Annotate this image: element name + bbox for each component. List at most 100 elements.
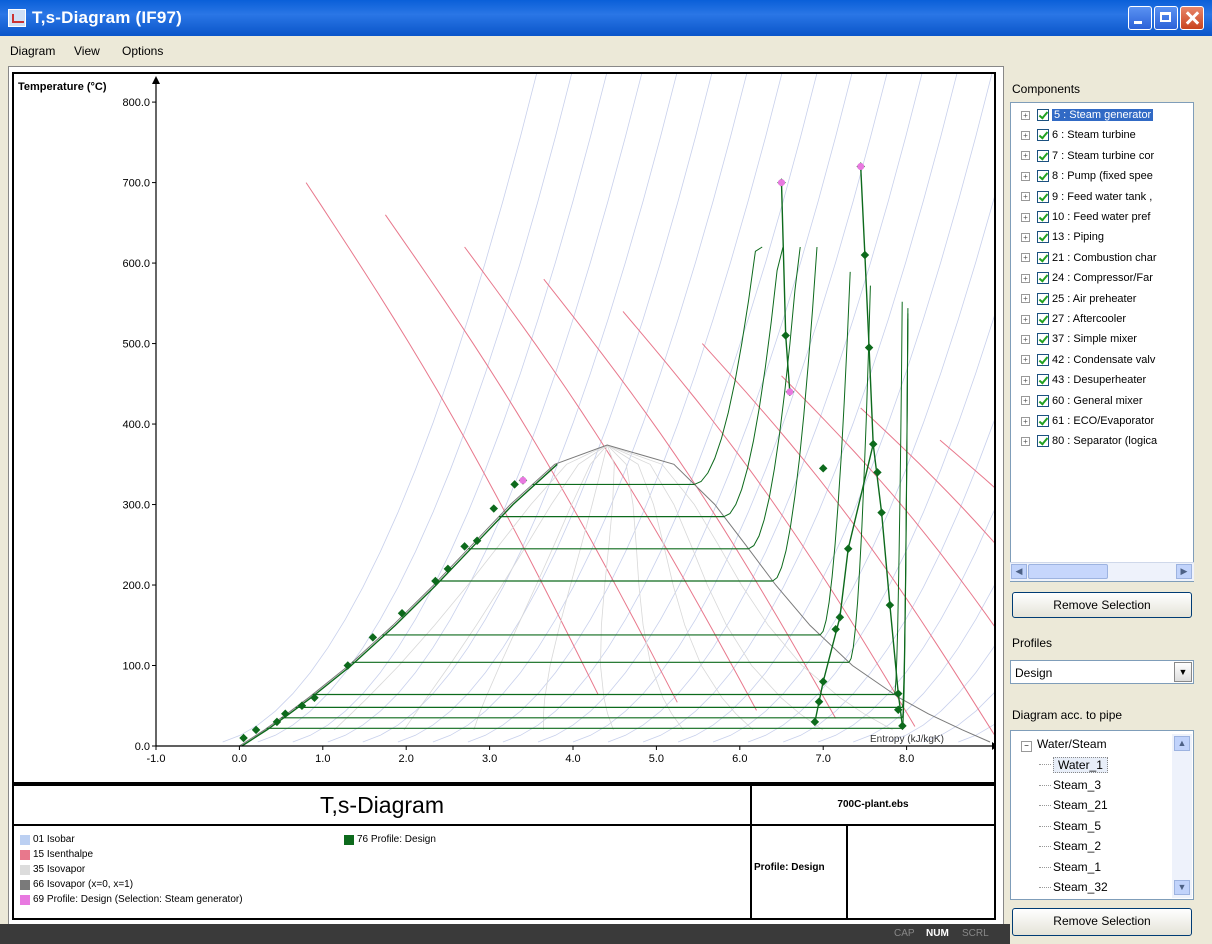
pipe-item[interactable]: Steam_21 <box>1053 798 1108 812</box>
checkbox[interactable] <box>1037 353 1049 366</box>
diagram-title: T,s-Diagram <box>14 786 752 826</box>
expand-icon[interactable]: + <box>1021 334 1030 344</box>
checkbox[interactable] <box>1037 435 1049 448</box>
chevron-down-icon[interactable]: ▼ <box>1174 662 1192 682</box>
collapse-icon[interactable]: − <box>1021 741 1032 752</box>
component-item[interactable]: +9 : Feed water tank , <box>1011 187 1152 207</box>
checkbox[interactable] <box>1037 149 1049 162</box>
status-scrl: SCRL <box>962 928 989 939</box>
checkbox[interactable] <box>1037 211 1049 223</box>
checkbox[interactable] <box>1037 109 1049 121</box>
expand-icon[interactable]: + <box>1021 232 1030 242</box>
component-item[interactable]: +10 : Feed water pref <box>1011 207 1150 227</box>
expand-icon[interactable]: + <box>1021 375 1030 385</box>
profile-point <box>818 464 828 473</box>
checkbox[interactable] <box>1037 231 1049 244</box>
scroll-right-icon[interactable]: ▶ <box>1176 564 1192 579</box>
pipe-item[interactable]: Steam_3 <box>1053 777 1102 792</box>
pipe-tree[interactable]: − Water/Steam Water_1 Steam_3 Steam_21 Steam… <box>1010 730 1194 900</box>
component-item[interactable]: +24 : Compressor/Far <box>1011 268 1153 288</box>
scroll-thumb[interactable] <box>1028 564 1108 579</box>
tree-connector <box>1039 825 1051 827</box>
checkbox[interactable] <box>1037 292 1049 305</box>
profile-select[interactable]: Design ▼ <box>1010 660 1194 684</box>
pipe-item[interactable]: Water_1 <box>1053 757 1108 773</box>
x-tick-label: -1.0 <box>147 753 166 765</box>
checkbox[interactable] <box>1037 415 1049 427</box>
component-item[interactable]: +61 : ECO/Evaporator <box>1011 411 1154 431</box>
expand-icon[interactable]: + <box>1021 253 1030 263</box>
pipe-item[interactable]: Steam_5 <box>1053 818 1102 833</box>
expand-icon[interactable]: + <box>1021 416 1030 426</box>
profile-point <box>281 709 290 719</box>
pipe-item[interactable]: Steam_32 <box>1053 880 1108 894</box>
menu-view[interactable]: View <box>74 44 100 58</box>
x-tick-label: 6.0 <box>732 753 747 765</box>
checkbox[interactable] <box>1037 374 1049 387</box>
expand-icon[interactable]: + <box>1021 151 1030 161</box>
scroll-down-icon[interactable]: ▼ <box>1174 880 1190 895</box>
expand-icon[interactable]: + <box>1021 314 1030 324</box>
pipe-item[interactable]: Steam_1 <box>1053 859 1102 874</box>
expand-icon[interactable]: + <box>1021 273 1030 283</box>
profile-superheat-curve <box>819 271 851 636</box>
checkbox[interactable] <box>1037 333 1049 346</box>
checkbox[interactable] <box>1037 251 1049 264</box>
checkbox[interactable] <box>1037 129 1049 142</box>
component-item[interactable]: +25 : Air preheater <box>1011 289 1136 309</box>
expand-icon[interactable]: + <box>1021 130 1030 140</box>
component-item[interactable]: +43 : Desuperheater <box>1011 370 1146 390</box>
pipe-label: Diagram acc. to pipe <box>1012 708 1123 722</box>
title-block: T,s-Diagram 700C-plant.ebs 01 Isobar 15 … <box>12 784 996 920</box>
component-item[interactable]: +42 : Condensate valv <box>1011 350 1155 370</box>
remove-selection-button[interactable]: Remove Selection <box>1012 592 1192 618</box>
minimize-button[interactable] <box>1128 6 1152 30</box>
profile-superheat-curve <box>748 246 801 550</box>
scroll-left-icon[interactable]: ◀ <box>1011 564 1027 579</box>
components-hscroll[interactable]: ◀ ▶ <box>1010 562 1194 581</box>
status-bar: CAP NUM SCRL <box>0 924 1010 944</box>
profile-point <box>489 504 499 513</box>
profile-point <box>894 705 903 715</box>
component-item[interactable]: +80 : Separator (logica <box>1011 431 1157 451</box>
tree-root[interactable]: − Water/Steam <box>1021 737 1107 752</box>
expand-icon[interactable]: + <box>1021 396 1030 406</box>
components-tree[interactable]: +5 : Steam generator +6 : Steam turbine +7… <box>1010 102 1194 582</box>
menu-options[interactable]: Options <box>122 44 164 58</box>
component-item[interactable]: +7 : Steam turbine cor <box>1011 146 1154 166</box>
legend-item: 15 Isenthalpe <box>20 849 93 860</box>
pipe-item[interactable]: Steam_2 <box>1053 839 1102 853</box>
checkbox[interactable] <box>1037 394 1049 407</box>
ts-diagram-plot[interactable]: 0.0 100.0 200.0 300.0 400.0 500.0 600.0 700.0 80… <box>12 72 996 784</box>
component-item[interactable]: +8 : Pump (fixed spee <box>1011 166 1153 186</box>
scroll-up-icon[interactable]: ▲ <box>1174 736 1190 751</box>
component-item[interactable]: +5 : Steam generator <box>1011 105 1154 125</box>
checkbox[interactable] <box>1037 170 1049 183</box>
component-item[interactable]: +6 : Steam turbine <box>1011 125 1136 145</box>
component-item[interactable]: +37 : Simple mixer <box>1011 329 1137 349</box>
expand-icon[interactable]: + <box>1021 171 1030 181</box>
expand-icon[interactable]: + <box>1021 294 1030 304</box>
component-item[interactable]: +21 : Combustion char <box>1011 248 1157 268</box>
expand-icon[interactable]: + <box>1021 436 1030 446</box>
component-item[interactable]: +13 : Piping <box>1011 227 1104 247</box>
checkbox[interactable] <box>1037 190 1049 203</box>
profile-point <box>460 542 469 551</box>
component-item[interactable]: +27 : Aftercooler <box>1011 309 1126 329</box>
expand-icon[interactable]: + <box>1021 110 1030 120</box>
menu-diagram[interactable]: Diagram <box>10 44 56 58</box>
x-tick-label: 1.0 <box>315 753 330 765</box>
checkbox[interactable] <box>1037 272 1049 285</box>
maximize-button[interactable] <box>1154 6 1178 30</box>
pipe-vscroll[interactable]: ▲ ▼ <box>1172 734 1192 898</box>
profile-superheat-curve <box>901 318 909 729</box>
remove-selection-button-2[interactable]: Remove Selection <box>1012 908 1192 936</box>
profile-points <box>239 162 907 743</box>
component-item[interactable]: +60 : General mixer <box>1011 391 1142 411</box>
close-button[interactable] <box>1180 6 1204 30</box>
component-label: 8 : Pump (fixed spee <box>1052 170 1153 183</box>
expand-icon[interactable]: + <box>1021 212 1030 222</box>
checkbox[interactable] <box>1037 313 1049 325</box>
expand-icon[interactable]: + <box>1021 355 1030 365</box>
expand-icon[interactable]: + <box>1021 192 1030 202</box>
